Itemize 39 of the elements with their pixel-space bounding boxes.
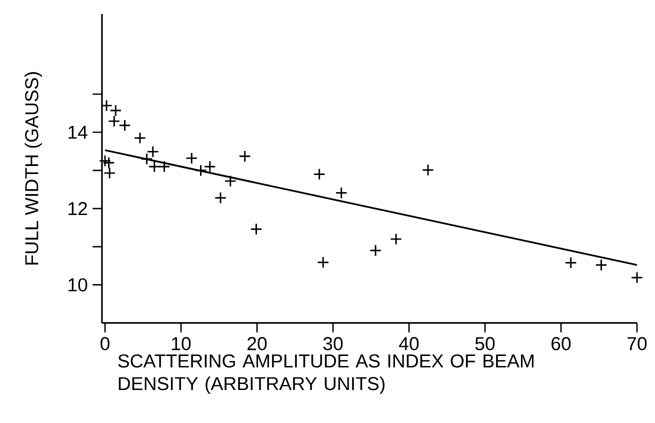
- x-tick-label: 40: [399, 337, 419, 350]
- point: [146, 146, 159, 158]
- point: [313, 168, 326, 180]
- point: [224, 175, 236, 188]
- x-axis-title: SCATTERING AMPLITUDE AS INDEX OF BEAM DENSITY (ARBITRARY UNITS): [118, 354, 534, 394]
- x-tick-label: 20: [248, 337, 267, 350]
- point: [100, 99, 113, 112]
- x-tick-label: 0: [100, 337, 110, 350]
- point: [204, 160, 216, 173]
- y-axis-title: FULL WIDTH (GAUSS): [24, 72, 42, 264]
- point: [134, 132, 146, 144]
- point: [102, 156, 115, 169]
- point: [98, 154, 112, 167]
- point: [250, 223, 262, 236]
- point: [108, 115, 120, 128]
- point: [158, 160, 170, 173]
- point: [118, 119, 131, 132]
- x-tick-label: 50: [475, 337, 495, 350]
- y-tick-label: 12: [68, 202, 87, 216]
- x-tick-label: 60: [552, 337, 571, 350]
- point: [214, 192, 227, 204]
- point: [369, 244, 382, 257]
- x-tick-label: 10: [172, 337, 191, 350]
- x-tick-label: 70: [628, 337, 647, 350]
- point: [595, 258, 608, 272]
- point: [390, 232, 402, 246]
- y-tick-label: 10: [68, 278, 88, 292]
- point: [104, 167, 116, 180]
- point: [422, 164, 434, 176]
- x-tick-label: 30: [323, 337, 343, 350]
- point: [194, 164, 207, 176]
- point: [110, 104, 122, 117]
- point: [238, 150, 251, 162]
- point: [186, 152, 198, 164]
- point: [630, 272, 644, 284]
- point: [335, 186, 348, 199]
- y-tick-label: 14: [68, 126, 88, 139]
- point: [317, 256, 330, 268]
- point: [564, 256, 577, 269]
